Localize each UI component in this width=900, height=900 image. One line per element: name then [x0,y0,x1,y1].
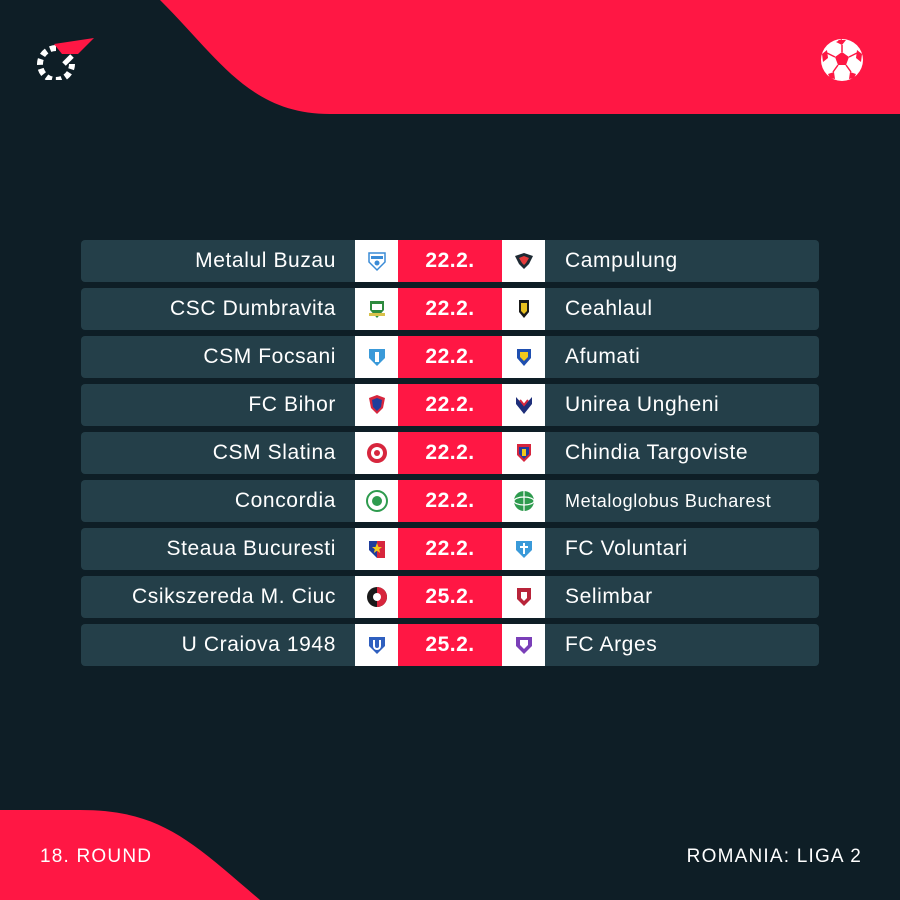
away-crest [502,288,545,330]
match-row[interactable]: Steaua Bucuresti 22.2. FC Voluntari [81,528,819,570]
match-date: 25.2. [398,576,502,618]
home-crest [355,528,398,570]
match-row[interactable]: U Craiova 1948 25.2. FC Arges [81,624,819,666]
match-row[interactable]: CSC Dumbravita 22.2. Ceahlaul [81,288,819,330]
league-label: ROMANIA: LIGA 2 [686,846,862,867]
away-team: Metaloglobus Bucharest [565,491,772,511]
match-date: 22.2. [398,528,502,570]
home-team: Csikszereda M. Ciuc [132,585,336,608]
away-crest [502,528,545,570]
away-crest [502,480,545,522]
metaloglobus-bucharest-crest-icon [512,491,535,511]
unirea-ungheni-crest-icon [515,397,532,414]
match-date: 22.2. [398,336,502,378]
home-crest [355,384,398,426]
round-label: 18. ROUND [40,846,153,867]
home-team: FC Bihor [248,393,336,416]
steaua-bucuresti-crest-icon [368,541,385,558]
flashscore-logo-icon [37,38,94,80]
match-row[interactable]: CSM Focsani 22.2. Afumati [81,336,819,378]
home-team: CSM Slatina [212,441,336,464]
fc-arges-crest-icon [515,637,532,654]
away-team: FC Voluntari [565,537,688,560]
match-date: 22.2. [398,384,502,426]
away-team: Ceahlaul [565,297,653,320]
concordia-crest-icon [365,490,388,512]
match-date: 22.2. [398,432,502,474]
away-crest [502,576,545,618]
metalul-buzau-crest-icon [367,252,386,272]
chindia-targoviste-crest-icon [516,444,531,462]
csikszereda-crest-icon [366,587,387,607]
match-row[interactable]: CSM Slatina 22.2. Chindia Targoviste [81,432,819,474]
home-team: CSC Dumbravita [170,297,336,320]
away-crest [502,432,545,474]
away-team: Afumati [565,345,641,368]
fc-bihor-crest-icon [368,395,385,414]
home-team: CSM Focsani [203,345,336,368]
match-date: 22.2. [398,288,502,330]
away-crest [502,384,545,426]
match-row[interactable]: Csikszereda M. Ciuc 25.2. Selimbar [81,576,819,618]
match-row[interactable]: Concordia 22.2. Metaloglobus Bucharest [81,480,819,522]
away-team: Unirea Ungheni [565,393,720,416]
csc-dumbravita-crest-icon [368,301,385,318]
football-icon [821,39,863,81]
csm-slatina-crest-icon [366,443,387,463]
fixtures-list: Metalul Buzau 22.2. Campulung CSC Dumbra… [81,240,819,672]
away-crest [502,336,545,378]
afumati-crest-icon [516,349,531,366]
ceahlaul-crest-icon [518,300,529,318]
csm-focsani-crest-icon [368,349,385,366]
home-team: U Craiova 1948 [181,633,336,656]
match-row[interactable]: FC Bihor 22.2. Unirea Ungheni [81,384,819,426]
home-crest [355,240,398,282]
match-row[interactable]: Metalul Buzau 22.2. Campulung [81,240,819,282]
home-crest [355,624,398,666]
match-date: 25.2. [398,624,502,666]
match-date: 22.2. [398,240,502,282]
away-team: Campulung [565,249,678,272]
away-team: Selimbar [565,585,653,608]
home-crest [355,480,398,522]
home-team: Steaua Bucuresti [166,537,336,560]
campulung-crest-icon [514,253,533,269]
home-crest [355,576,398,618]
home-crest [355,336,398,378]
home-crest [355,288,398,330]
home-team: Metalul Buzau [195,249,336,272]
selimbar-crest-icon [516,588,531,606]
u-craiova-crest-icon [368,637,385,654]
match-date: 22.2. [398,480,502,522]
home-team: Concordia [234,489,336,512]
away-crest [502,624,545,666]
fc-voluntari-crest-icon [515,541,532,558]
home-crest [355,432,398,474]
away-crest [502,240,545,282]
away-team: FC Arges [565,633,658,656]
away-team: Chindia Targoviste [565,441,749,464]
